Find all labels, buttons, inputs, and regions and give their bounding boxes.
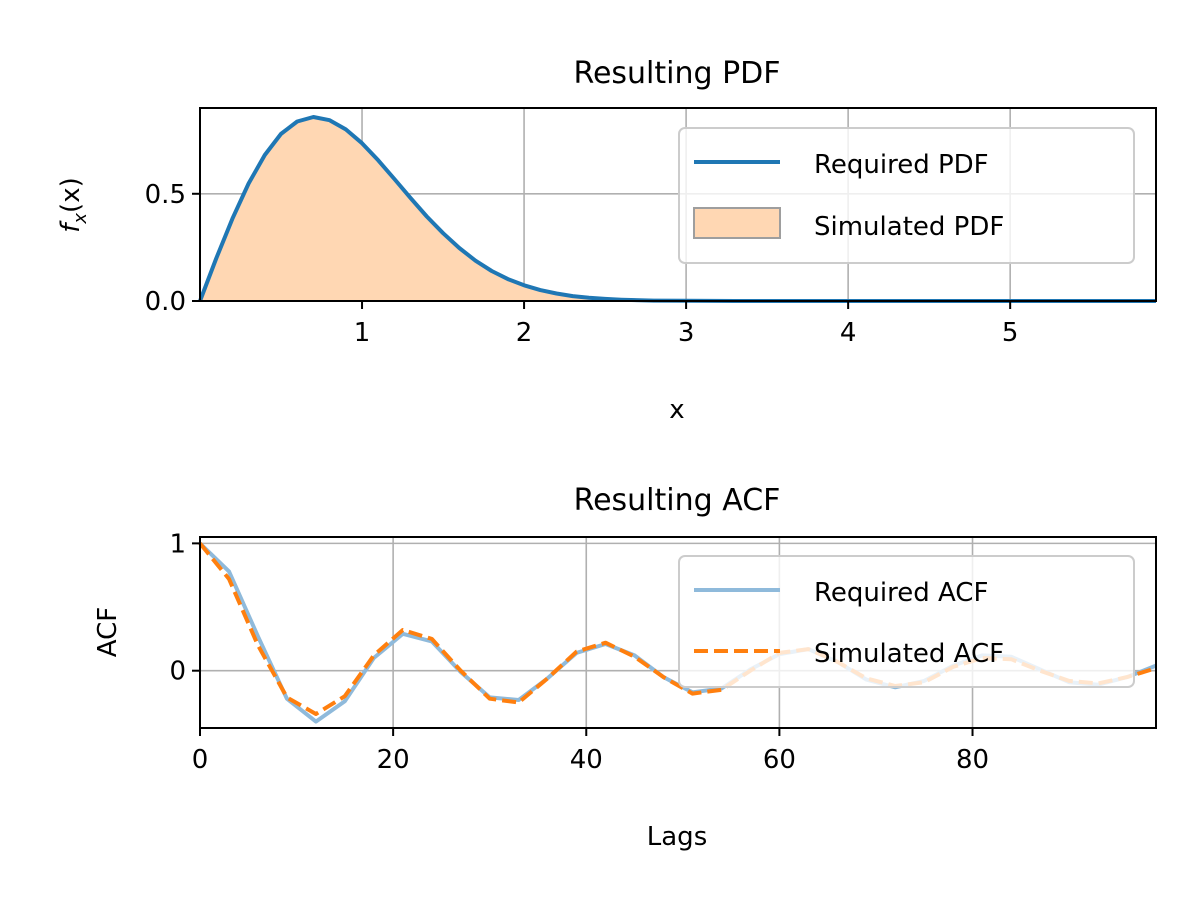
acf-axes-frame [199, 536, 1157, 729]
acf-y-ticks: 01 [169, 529, 200, 687]
acf-legend-required-label: Required ACF [814, 578, 988, 608]
pdf-legend-required-label: Required PDF [814, 150, 989, 180]
acf-x-tick-label: 40 [570, 745, 603, 775]
pdf-legend: Required PDF Simulated PDF [678, 127, 1135, 264]
acf-y-tick-label: 0 [169, 657, 186, 687]
pdf-x-tick-label: 1 [354, 318, 371, 348]
acf-x-tick-label: 60 [763, 745, 796, 775]
acf-x-tick-label: 20 [377, 745, 410, 775]
pdf-x-tick-label: 5 [1002, 318, 1019, 348]
pdf-axes-frame [199, 107, 1157, 302]
acf-x-ticks: 0 20 40 60 80 [192, 728, 989, 775]
pdf-y-axis-label: fx(x) [56, 177, 91, 233]
pdf-y-tick-label: 0.0 [145, 287, 186, 317]
pdf-y-label-sub: x [70, 213, 91, 225]
acf-panel: Resulting ACF Required ACF Simulated ACF… [93, 483, 1157, 852]
acf-x-axis-label: Lags [647, 822, 707, 852]
pdf-title: Resulting PDF [573, 56, 780, 91]
acf-x-tick-label: 0 [192, 745, 209, 775]
acf-legend-simulated-label: Simulated ACF [814, 639, 1004, 669]
pdf-legend-simulated-label: Simulated PDF [814, 212, 1004, 242]
pdf-x-tick-label: 4 [840, 318, 857, 348]
acf-y-axis-label: ACF [93, 607, 123, 657]
pdf-simulated-histogram [200, 117, 687, 301]
pdf-legend-box [678, 127, 1135, 264]
pdf-x-tick-label: 3 [678, 318, 695, 348]
acf-legend: Required ACF Simulated ACF [678, 555, 1135, 688]
pdf-y-ticks: 0.0 0.5 [145, 180, 200, 317]
pdf-x-axis-label: x [669, 395, 684, 425]
pdf-x-tick-label: 2 [516, 318, 533, 348]
pdf-y-tick-label: 0.5 [145, 180, 186, 210]
pdf-y-label-arg: (x) [56, 177, 86, 213]
pdf-panel: Resulting PDF 1 2 3 4 5 0.0 0.5 x fx(x) Requi… [56, 56, 1157, 425]
acf-title: Resulting ACF [574, 483, 781, 518]
pdf-x-ticks: 1 2 3 4 5 [354, 301, 1019, 348]
acf-x-tick-label: 80 [956, 745, 989, 775]
acf-legend-box [678, 555, 1135, 688]
acf-y-tick-label: 1 [169, 529, 186, 559]
pdf-legend-simulated-swatch [693, 207, 781, 239]
